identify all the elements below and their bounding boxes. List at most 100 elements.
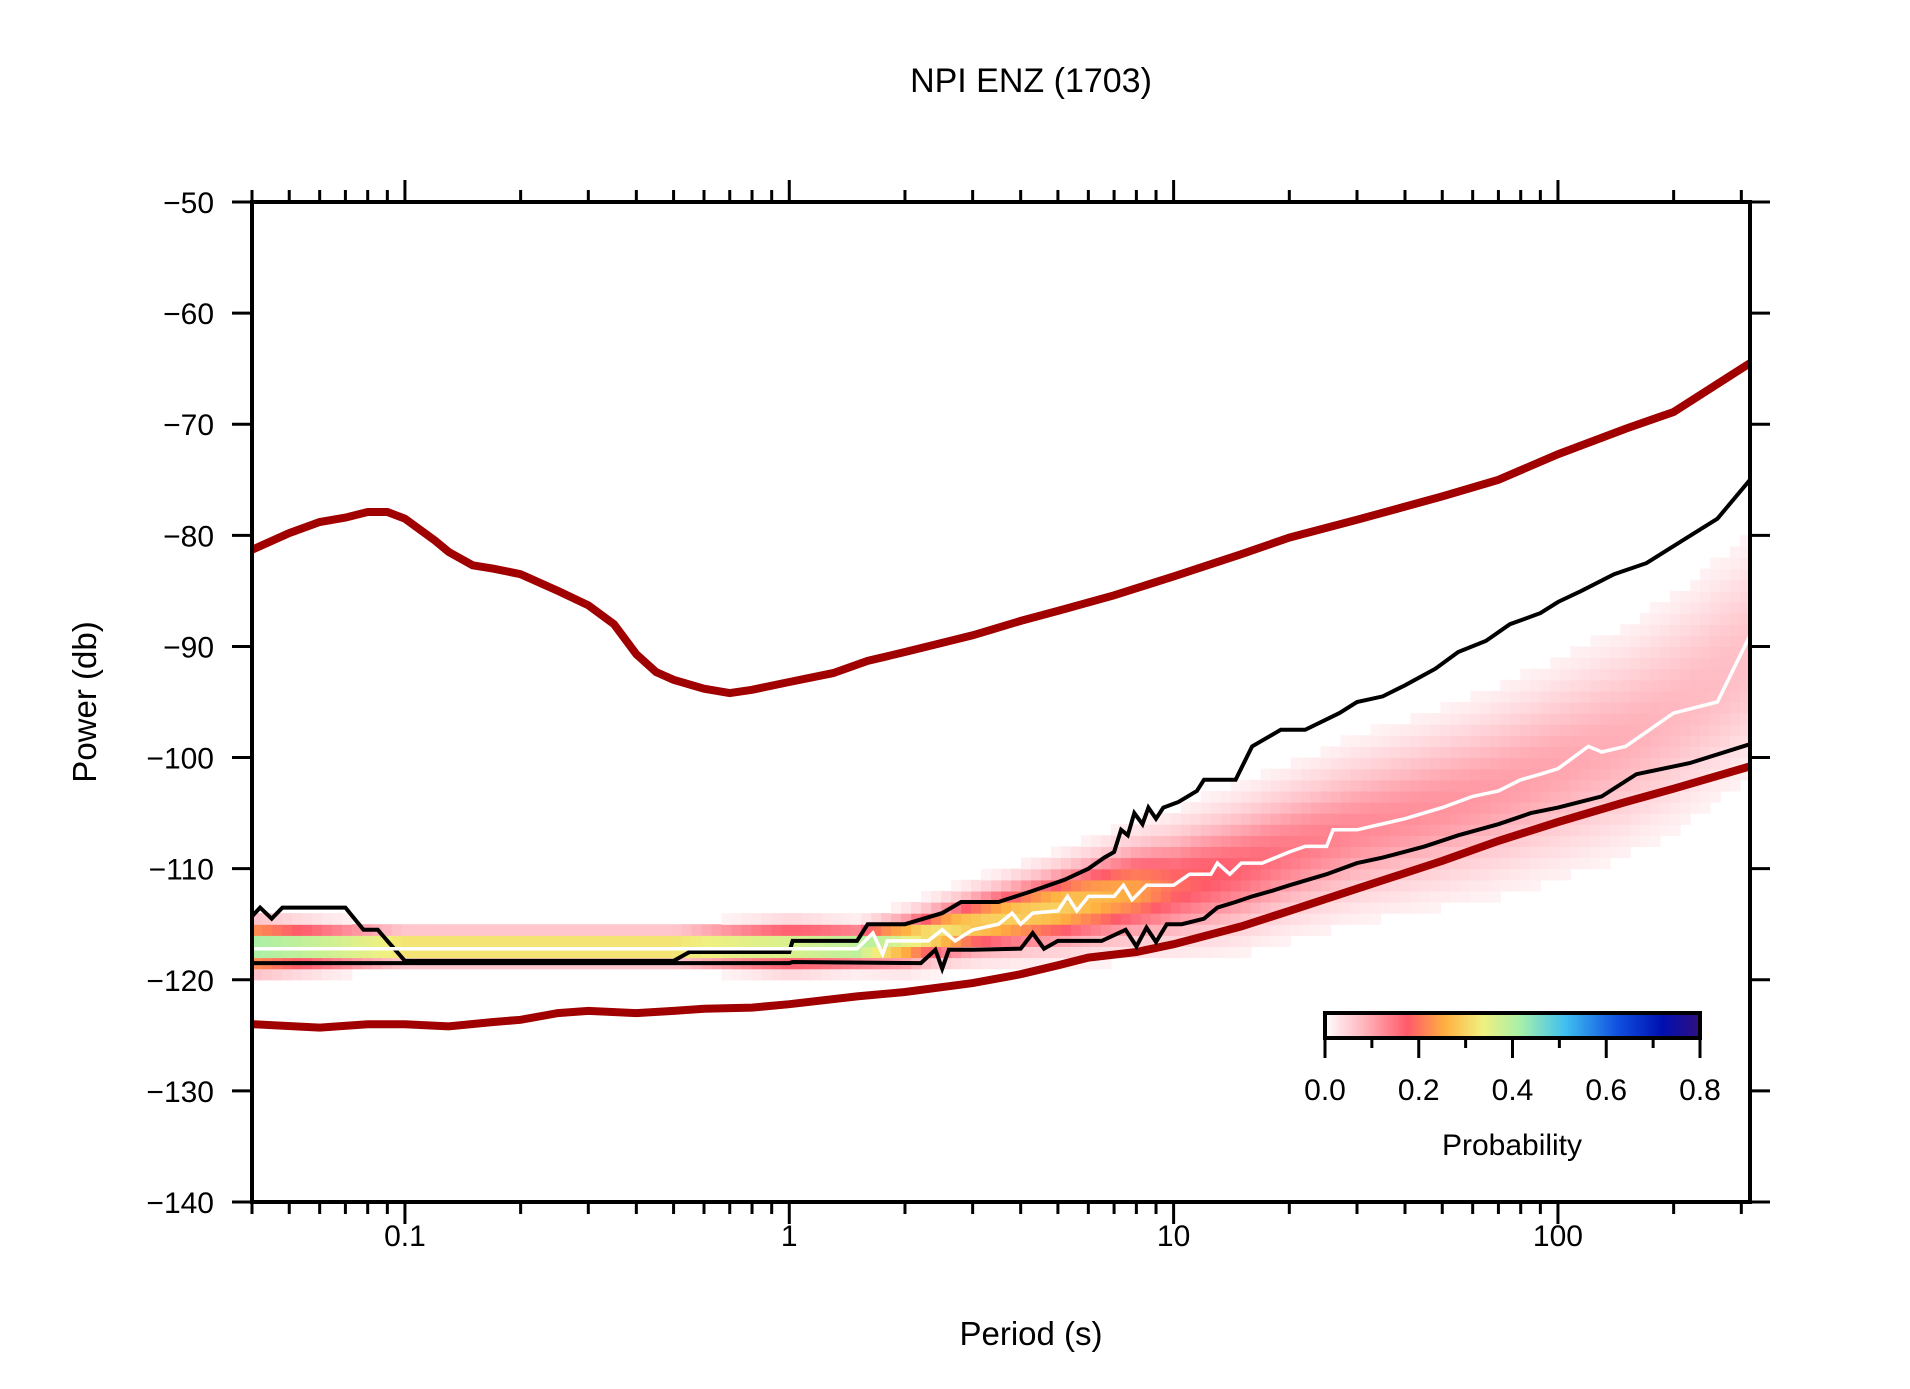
pdf-cell — [1710, 679, 1721, 692]
pdf-cell — [1660, 768, 1671, 781]
pdf-cell — [1580, 846, 1591, 859]
pdf-cell — [521, 924, 533, 936]
pdf-cell — [1590, 846, 1601, 859]
pdf-cell — [881, 924, 892, 936]
pdf-cell — [1540, 846, 1551, 859]
pdf-cell — [911, 946, 922, 959]
pdf-cell — [1450, 724, 1461, 736]
pdf-cell — [1280, 913, 1292, 925]
pdf-cell — [1510, 679, 1521, 692]
pdf-cell — [671, 935, 682, 947]
nlnm-line — [252, 762, 1749, 1032]
pdf-cell — [881, 913, 892, 925]
pdf-cell — [1570, 735, 1581, 747]
axis-ticks — [232, 180, 1770, 1224]
pdf-cell — [1180, 879, 1192, 892]
pdf-cell — [1210, 824, 1222, 836]
pdf-cell — [421, 935, 433, 947]
pdf-cell — [1520, 790, 1531, 803]
pdf-cell — [1250, 813, 1262, 825]
pdf-cell — [1330, 790, 1342, 803]
pdf-cell — [1360, 824, 1372, 836]
pdf-cell — [521, 946, 533, 959]
pdf-cell — [1350, 913, 1362, 925]
pdf-cell — [1540, 679, 1551, 692]
pdf-cell — [1160, 890, 1172, 903]
pdf-cell — [761, 935, 772, 947]
pdf-cell — [1300, 790, 1312, 803]
pdf-cell — [1500, 724, 1511, 736]
pdf-cell — [591, 946, 603, 959]
pdf-cell — [1180, 924, 1192, 936]
pdf-cell — [1390, 735, 1402, 747]
pdf-cell — [1230, 835, 1242, 847]
pdf-cell — [871, 924, 882, 936]
pdf-cell — [981, 890, 992, 903]
pdf-cell — [1270, 813, 1282, 825]
pdf-cell — [1340, 813, 1352, 825]
pdf-cell — [1170, 902, 1182, 914]
pdf-cell — [1560, 746, 1571, 759]
pdf-cell — [1340, 857, 1352, 870]
pdf-cell — [1040, 868, 1052, 881]
pdf-cell — [1740, 679, 1749, 692]
pdf-cell — [1610, 846, 1621, 859]
pdf-cell — [921, 890, 932, 903]
pdf-cell — [1580, 724, 1591, 736]
pdf-cell — [551, 924, 563, 936]
pdf-cell — [1650, 702, 1661, 714]
pdf-cell — [1740, 746, 1749, 759]
pdf-cell — [731, 924, 742, 936]
pdf-cell — [1560, 735, 1571, 747]
pdf-cell — [1450, 768, 1461, 781]
pdf-cell — [1580, 802, 1591, 814]
pdf-cell — [1410, 802, 1422, 814]
pdf-cell — [1510, 802, 1521, 814]
pdf-cell — [1680, 724, 1691, 736]
series-lines — [252, 359, 1749, 1032]
pdf-cell — [1580, 657, 1591, 670]
pdf-cell — [981, 957, 992, 970]
pdf-cell — [1290, 768, 1302, 781]
pdf-cell — [1400, 802, 1412, 814]
pdf-cell — [1700, 746, 1711, 759]
pdf-cell — [1450, 802, 1461, 814]
pdf-cell — [1290, 813, 1302, 825]
pdf-cell — [1450, 813, 1461, 825]
pdf-cell — [951, 913, 962, 925]
pdf-cell — [1320, 746, 1332, 759]
pdf-cell — [481, 946, 493, 959]
pdf-cell — [541, 935, 553, 947]
pdf-cell — [431, 924, 443, 936]
pdf-cell — [1050, 924, 1062, 936]
pdf-cell — [1550, 757, 1561, 770]
pdf-cell — [1260, 868, 1272, 881]
pdf-cell — [1550, 790, 1561, 803]
pdf-cell — [1240, 902, 1252, 914]
pdf-cell — [1100, 924, 1112, 936]
pdf-cell — [1670, 613, 1681, 625]
pdf-cell — [851, 924, 862, 936]
pdf-cell — [1100, 857, 1112, 870]
pdf-cell — [1170, 813, 1182, 825]
pdf-cell — [1160, 846, 1172, 859]
pdf-cell — [1560, 868, 1571, 881]
pdf-cell — [1260, 779, 1272, 792]
pdf-cell — [1021, 857, 1032, 870]
pdf-cell — [1240, 935, 1252, 947]
pdf-cell — [1410, 790, 1422, 803]
pdf-cell — [1370, 790, 1382, 803]
pdf-cell — [1640, 757, 1651, 770]
x-tick-label: 1 — [781, 1220, 798, 1253]
pdf-cell — [1480, 779, 1491, 792]
pdf-cell — [1640, 635, 1651, 647]
pdf-cell — [282, 913, 293, 925]
pdf-cell — [971, 879, 982, 892]
pdf-cell — [1230, 813, 1242, 825]
pdf-cell — [1670, 635, 1681, 647]
pdf-cell — [921, 957, 932, 970]
pdf-cell — [1440, 813, 1451, 825]
pdf-cell — [971, 913, 982, 925]
pdf-cell — [1480, 768, 1491, 781]
pdf-cell — [1600, 846, 1611, 859]
